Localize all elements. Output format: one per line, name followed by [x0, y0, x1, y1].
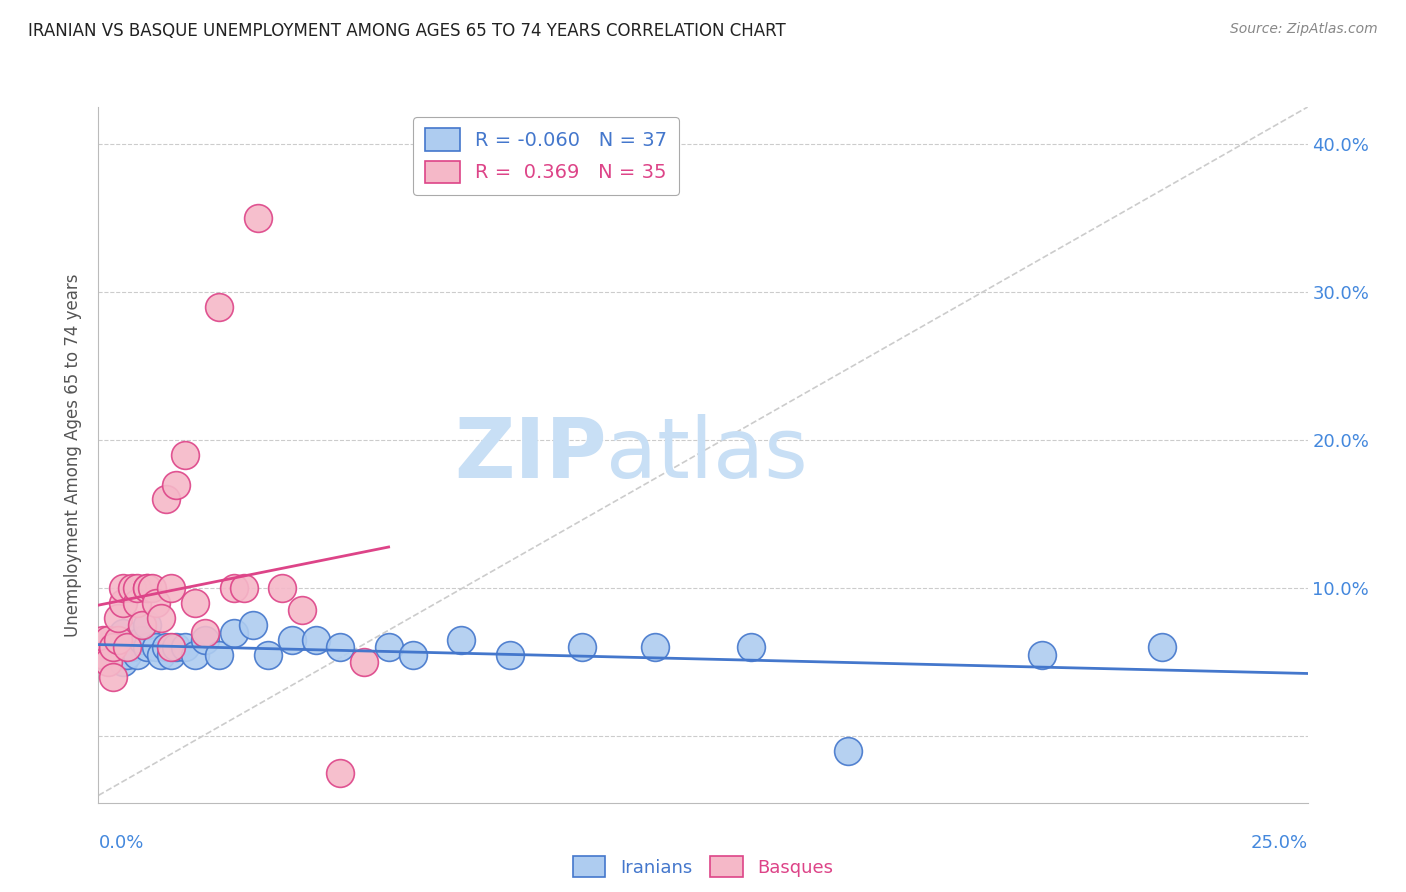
Text: 25.0%: 25.0%: [1250, 834, 1308, 852]
Y-axis label: Unemployment Among Ages 65 to 74 years: Unemployment Among Ages 65 to 74 years: [65, 273, 83, 637]
Point: [740, 640, 762, 655]
Point: [117, 640, 139, 655]
Text: IRANIAN VS BASQUE UNEMPLOYMENT AMONG AGES 65 TO 74 YEARS CORRELATION CHART: IRANIAN VS BASQUE UNEMPLOYMENT AMONG AGE…: [28, 22, 786, 40]
Point: [271, 581, 294, 595]
Point: [160, 581, 183, 595]
Point: [135, 581, 157, 595]
Point: [194, 632, 217, 647]
Point: [165, 640, 187, 655]
Point: [1031, 648, 1053, 662]
Point: [184, 596, 207, 610]
Point: [450, 632, 472, 647]
Point: [150, 648, 173, 662]
Point: [174, 640, 197, 655]
Point: [242, 618, 264, 632]
Point: [97, 632, 120, 647]
Point: [121, 581, 143, 595]
Point: [329, 766, 352, 780]
Point: [135, 640, 157, 655]
Point: [131, 632, 153, 647]
Point: [208, 300, 231, 314]
Point: [160, 640, 183, 655]
Point: [305, 632, 328, 647]
Point: [184, 648, 207, 662]
Text: ZIP: ZIP: [454, 415, 606, 495]
Point: [377, 640, 399, 655]
Point: [121, 640, 143, 655]
Point: [97, 655, 120, 669]
Point: [165, 477, 187, 491]
Point: [127, 648, 149, 662]
Point: [837, 744, 859, 758]
Point: [127, 596, 149, 610]
Point: [111, 581, 134, 595]
Point: [107, 648, 129, 662]
Point: [135, 618, 157, 632]
Point: [256, 648, 278, 662]
Point: [222, 581, 245, 595]
Point: [155, 492, 177, 507]
Point: [290, 603, 312, 617]
Point: [135, 581, 157, 595]
Point: [150, 611, 173, 625]
Text: Source: ZipAtlas.com: Source: ZipAtlas.com: [1230, 22, 1378, 37]
Point: [117, 648, 139, 662]
Text: atlas: atlas: [606, 415, 808, 495]
Point: [131, 618, 153, 632]
Point: [91, 648, 114, 662]
Point: [91, 648, 114, 662]
Point: [111, 625, 134, 640]
Point: [141, 581, 163, 595]
Point: [101, 640, 124, 655]
Point: [353, 655, 375, 669]
Point: [222, 625, 245, 640]
Point: [232, 581, 254, 595]
Point: [160, 648, 183, 662]
Point: [281, 632, 304, 647]
Point: [247, 211, 270, 225]
Point: [329, 640, 352, 655]
Point: [91, 632, 114, 647]
Point: [145, 596, 167, 610]
Point: [194, 625, 217, 640]
Point: [101, 670, 124, 684]
Point: [101, 632, 124, 647]
Point: [571, 640, 593, 655]
Point: [111, 655, 134, 669]
Point: [145, 640, 167, 655]
Point: [402, 648, 425, 662]
Point: [155, 640, 177, 655]
Text: 0.0%: 0.0%: [98, 834, 143, 852]
Point: [174, 448, 197, 462]
Point: [644, 640, 666, 655]
Point: [127, 581, 149, 595]
Legend: Iranians, Basques: Iranians, Basques: [565, 849, 841, 884]
Point: [111, 596, 134, 610]
Point: [107, 611, 129, 625]
Point: [498, 648, 520, 662]
Point: [208, 648, 231, 662]
Point: [107, 632, 129, 647]
Point: [1152, 640, 1174, 655]
Point: [97, 640, 120, 655]
